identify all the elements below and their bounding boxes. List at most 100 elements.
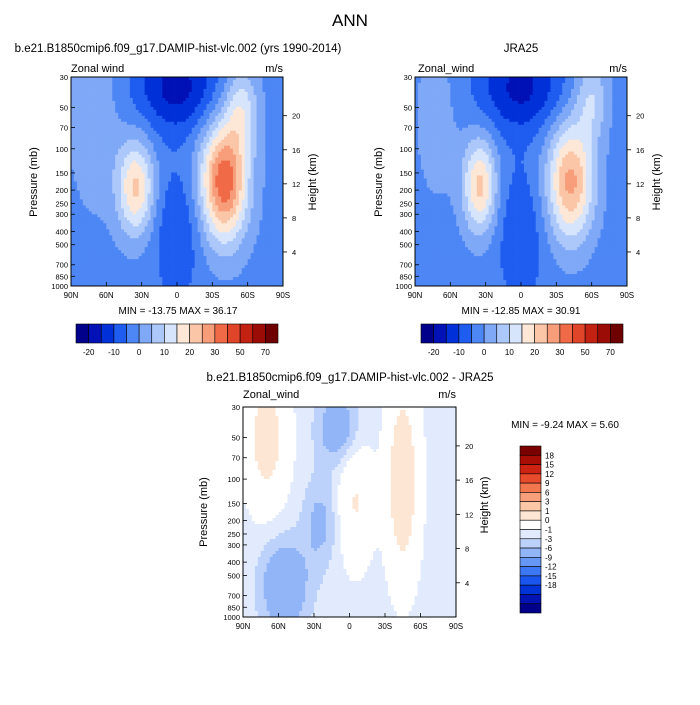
heatmap-cell	[241, 139, 246, 144]
heatmap-cell	[76, 151, 81, 155]
heatmap-cell	[168, 139, 172, 144]
heatmap-cell	[171, 97, 175, 102]
heatmap-cell	[156, 280, 160, 284]
heatmap-cell	[271, 175, 275, 179]
heatmap-cell	[118, 244, 122, 248]
heatmap-cell	[147, 178, 151, 182]
heatmap-cell	[132, 220, 137, 224]
heatmap-cell	[197, 151, 201, 155]
heatmap-cell	[112, 172, 116, 176]
heatmap-cell	[121, 262, 125, 266]
heatmap-cell	[256, 109, 260, 114]
heatmap-cell	[124, 196, 128, 200]
heatmap-cell	[212, 130, 216, 135]
heatmap-cell	[112, 151, 116, 155]
heatmap-cell	[150, 103, 154, 108]
heatmap-cell	[280, 82, 284, 87]
heatmap-cell	[224, 79, 228, 84]
heatmap-cell	[150, 178, 154, 182]
heatmap-cell	[88, 274, 92, 278]
heatmap-cell	[224, 121, 228, 126]
heatmap-cell	[85, 145, 90, 150]
heatmap-cell	[109, 193, 113, 197]
heatmap-cell	[203, 220, 207, 224]
heatmap-cell	[129, 247, 134, 251]
heatmap-cell	[212, 208, 216, 212]
heatmap-cell	[159, 169, 163, 173]
heatmap-cell	[162, 142, 166, 147]
heatmap-cell	[168, 77, 172, 81]
heatmap-cell	[274, 112, 278, 117]
heatmap-cell	[71, 244, 75, 248]
heatmap-cell	[250, 247, 254, 251]
heatmap-cell	[218, 208, 222, 212]
heatmap-cell	[91, 199, 95, 203]
heatmap-cell	[253, 109, 257, 114]
heatmap-cell	[265, 163, 269, 167]
heatmap-cell	[206, 151, 210, 155]
heatmap-cell	[112, 217, 116, 221]
heatmap-cell	[106, 100, 110, 105]
heatmap-cell	[118, 235, 122, 239]
heatmap-cell	[100, 280, 104, 284]
heatmap-cell	[209, 214, 213, 218]
heatmap-cell	[82, 280, 87, 284]
heatmap-cell	[206, 196, 210, 200]
heatmap-cell	[250, 220, 254, 224]
heatmap-cell	[150, 112, 154, 117]
heatmap-cell	[109, 238, 113, 242]
heatmap-cell	[194, 262, 198, 266]
heatmap-cell	[141, 121, 145, 126]
heatmap-cell	[271, 85, 275, 90]
heatmap-cell	[200, 205, 204, 209]
heatmap-cell	[203, 274, 207, 278]
heatmap-cell	[103, 250, 107, 254]
heatmap-cell	[256, 133, 260, 138]
heatmap-cell	[171, 265, 175, 269]
heatmap-cell	[280, 190, 284, 194]
heatmap-cell	[144, 142, 148, 147]
heatmap-cell	[79, 169, 84, 173]
heatmap-cell	[135, 136, 140, 141]
heatmap-cell	[71, 139, 75, 144]
heatmap-cell	[221, 214, 225, 218]
heatmap-cell	[268, 160, 272, 164]
heatmap-cell	[212, 148, 216, 152]
heatmap-cell	[185, 142, 190, 147]
heatmap-cell	[144, 190, 148, 194]
heatmap-cell	[227, 106, 231, 111]
heatmap-cell	[138, 226, 143, 230]
heatmap-cell	[244, 226, 249, 230]
heatmap-cell	[221, 154, 225, 158]
heatmap-cell	[162, 160, 166, 164]
heatmap-cell	[156, 145, 160, 150]
heatmap-cell	[156, 175, 160, 179]
heatmap-cell	[153, 127, 157, 132]
heatmap-cell	[212, 232, 216, 236]
heatmap-cell	[94, 187, 98, 191]
heatmap-cell	[197, 202, 201, 206]
heatmap-cell	[109, 196, 113, 200]
heatmap-cell	[209, 187, 213, 191]
heatmap-cell	[182, 181, 187, 185]
heatmap-cell	[118, 250, 122, 254]
heatmap-cell	[71, 202, 75, 206]
heatmap-cell	[221, 97, 225, 102]
heatmap-cell	[106, 274, 110, 278]
heatmap-cell	[262, 190, 266, 194]
heatmap-cell	[82, 97, 87, 102]
heatmap-cell	[224, 151, 228, 155]
heatmap-cell	[247, 280, 251, 284]
heatmap-cell	[156, 238, 160, 242]
heatmap-cell	[85, 82, 90, 87]
heatmap-cell	[250, 193, 254, 197]
heatmap-cell	[241, 115, 246, 120]
heatmap-cell	[253, 214, 257, 218]
heatmap-cell	[203, 154, 207, 158]
heatmap-cell	[129, 208, 134, 212]
heatmap-cell	[259, 124, 263, 129]
heatmap-cell	[129, 142, 134, 147]
heatmap-cell	[203, 88, 207, 93]
heatmap-cell	[232, 262, 237, 266]
heatmap-cell	[203, 211, 207, 215]
